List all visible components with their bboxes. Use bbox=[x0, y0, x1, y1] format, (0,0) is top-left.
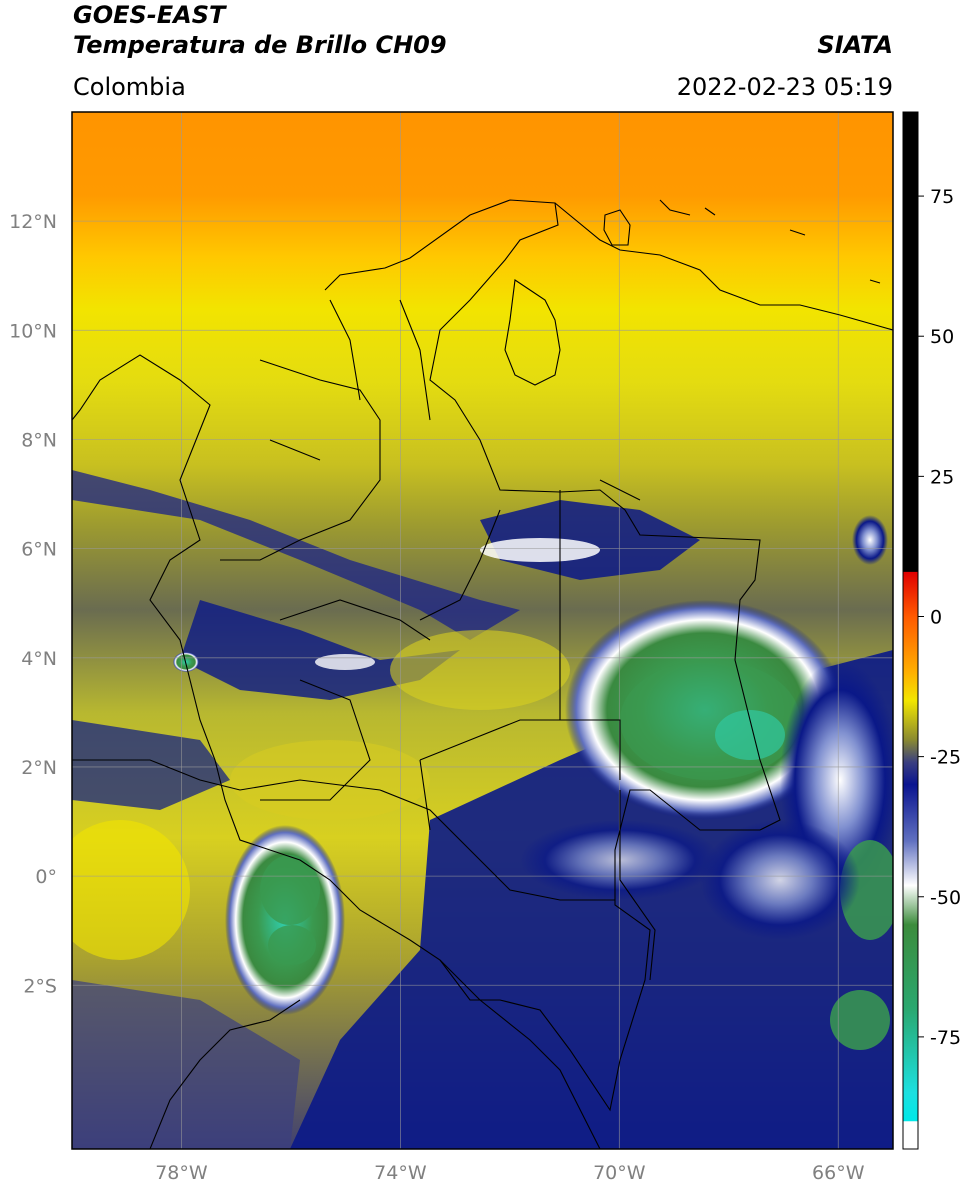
graticule bbox=[72, 112, 893, 1149]
region-label: Colombia bbox=[73, 73, 186, 101]
colorbar-tick-label: 0 bbox=[930, 606, 942, 628]
lat-tick-label: 0° bbox=[35, 866, 57, 888]
colorbar: 75 50 25 0 -25 -50 -75 bbox=[902, 111, 961, 1150]
colorbar-tick-label: 75 bbox=[930, 186, 954, 208]
borders bbox=[72, 199, 893, 1149]
colorbar-tick-label: 50 bbox=[930, 326, 954, 348]
lat-tick-label: 2°S bbox=[23, 975, 57, 997]
lat-tick-label: 10°N bbox=[9, 320, 57, 342]
colorbar-ticks: 75 50 25 0 -25 -50 -75 bbox=[918, 186, 961, 1049]
satellite-image bbox=[72, 112, 893, 1149]
product-title: Temperatura de Brillo CH09 bbox=[73, 31, 447, 59]
map-frame bbox=[71, 111, 894, 1150]
lat-tick-label: 6°N bbox=[21, 539, 57, 561]
source-label: SIATA bbox=[817, 31, 893, 59]
lat-tick-label: 8°N bbox=[21, 429, 57, 451]
colorbar-tick-label: -25 bbox=[930, 747, 961, 769]
lon-tick-label: 66°W bbox=[812, 1162, 865, 1184]
satellite-label: GOES-EAST bbox=[73, 1, 226, 29]
colorbar-tick-label: -50 bbox=[930, 887, 961, 909]
lat-tick-label: 4°N bbox=[21, 648, 57, 670]
timestamp: 2022-02-23 05:19 bbox=[676, 73, 893, 101]
lon-tick-label: 70°W bbox=[593, 1162, 646, 1184]
lat-tick-label: 12°N bbox=[9, 211, 57, 233]
colombia-border bbox=[72, 199, 781, 1112]
colorbar-tick-label: 25 bbox=[930, 466, 954, 488]
lon-tick-labels: 78°W 74°W 70°W 66°W bbox=[155, 1162, 864, 1184]
lat-tick-label: 2°N bbox=[21, 757, 57, 779]
lon-tick-label: 74°W bbox=[374, 1162, 427, 1184]
colorbar-tick-label: -75 bbox=[930, 1027, 961, 1049]
lat-tick-labels: 12°N 10°N 8°N 6°N 4°N 2°N 0° 2°S bbox=[9, 211, 57, 997]
venezuela-coast bbox=[554, 202, 893, 331]
peninsula bbox=[603, 209, 631, 246]
maracaibo-lake bbox=[504, 279, 561, 386]
lon-tick-label: 78°W bbox=[155, 1162, 208, 1184]
colorbar-bar bbox=[902, 111, 919, 1150]
